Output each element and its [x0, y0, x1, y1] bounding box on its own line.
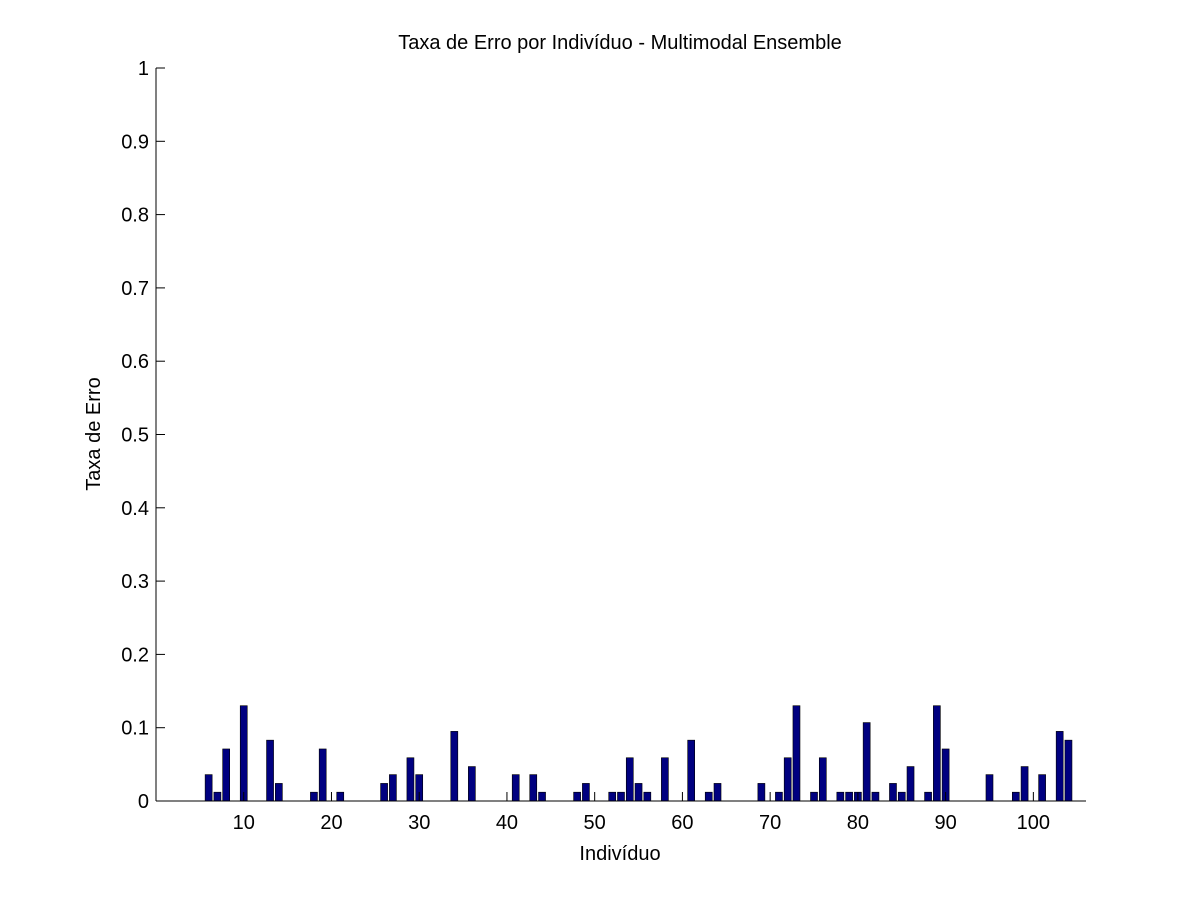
- bar-individuo-29: [406, 757, 415, 802]
- y-tick-label: 0.4: [121, 498, 149, 520]
- bar-individuo-61: [687, 739, 695, 802]
- bar-individuo-6: [204, 774, 213, 802]
- bar-individuo-34: [450, 731, 459, 802]
- bar-individuo-72: [783, 757, 792, 802]
- bar-individuo-84: [889, 783, 897, 802]
- x-tick-label: 60: [671, 812, 693, 834]
- y-tick-label: 0.8: [121, 205, 149, 227]
- bar-individuo-69: [757, 783, 766, 802]
- bar-individuo-58: [661, 757, 669, 802]
- bar-individuo-103: [1055, 731, 1064, 802]
- y-tick-label: 1: [138, 58, 149, 80]
- y-tick-label: 0: [138, 791, 149, 813]
- bar-individuo-64: [713, 783, 722, 802]
- bar-individuo-75: [810, 791, 818, 802]
- x-tick-label: 30: [408, 812, 430, 834]
- bar-individuo-85: [897, 791, 906, 802]
- bar-individuo-7: [213, 791, 222, 802]
- bar-individuo-95: [985, 774, 994, 802]
- x-tick-label: 100: [1017, 812, 1050, 834]
- x-tick-label: 90: [934, 812, 956, 834]
- bar-individuo-86: [906, 766, 915, 802]
- x-tick-label: 70: [759, 812, 781, 834]
- bar-individuo-82: [871, 791, 880, 802]
- bar-individuo-98: [1011, 791, 1020, 802]
- y-tick-label: 0.2: [121, 644, 149, 666]
- y-ticks-group: 0 0.1 0.2 0.3 0.4 0.5 0.6 0.7 0.8 0.9 1: [121, 58, 165, 813]
- bar-individuo-26: [380, 783, 388, 802]
- x-tick-label: 40: [496, 812, 518, 834]
- bar-individuo-44: [538, 791, 546, 802]
- y-tick-label: 0.7: [121, 278, 149, 300]
- bar-individuo-88: [924, 791, 932, 802]
- bar-individuo-41: [511, 774, 520, 802]
- bar-individuo-63: [704, 791, 713, 802]
- bar-individuo-14: [275, 783, 283, 802]
- bar-individuo-73: [792, 705, 801, 802]
- bar-individuo-104: [1064, 739, 1073, 802]
- y-tick-label: 0.1: [121, 718, 149, 740]
- bar-individuo-43: [529, 774, 538, 802]
- bar-individuo-55: [634, 783, 643, 802]
- x-tick-label: 50: [584, 812, 606, 834]
- bar-individuo-49: [582, 783, 590, 802]
- bar-individuo-89: [933, 705, 941, 802]
- bar-individuo-27: [389, 774, 397, 802]
- bar-individuo-56: [643, 791, 652, 802]
- bar-individuo-99: [1020, 766, 1029, 802]
- bars-group: [204, 705, 1073, 802]
- bar-individuo-48: [573, 791, 581, 802]
- bar-individuo-81: [862, 722, 871, 802]
- bar-individuo-10: [239, 705, 248, 802]
- x-tick-label: 10: [233, 812, 255, 834]
- y-tick-label: 0.5: [121, 425, 149, 447]
- bar-individuo-78: [836, 791, 845, 802]
- y-tick-label: 0.3: [121, 571, 149, 593]
- bar-individuo-13: [266, 739, 274, 802]
- x-axis-label: Indivíduo: [579, 843, 660, 865]
- bar-individuo-18: [310, 791, 318, 802]
- bar-individuo-8: [222, 748, 230, 802]
- bar-individuo-36: [468, 766, 476, 802]
- y-axis-label: Taxa de Erro: [83, 377, 105, 490]
- bar-individuo-79: [845, 791, 853, 802]
- chart-title: Taxa de Erro por Indivíduo - Multimodal …: [398, 32, 842, 54]
- bar-individuo-101: [1038, 774, 1046, 802]
- x-tick-label: 20: [320, 812, 342, 834]
- bar-individuo-71: [775, 791, 783, 802]
- x-ticks-group: 10 20 30 40 50 60 70 80 90 100: [233, 792, 1050, 834]
- bar-individuo-52: [608, 791, 617, 802]
- y-tick-label: 0.9: [121, 131, 149, 153]
- y-tick-label: 0.6: [121, 351, 149, 373]
- x-tick-label: 80: [847, 812, 869, 834]
- bar-individuo-53: [617, 791, 625, 802]
- bar-individuo-76: [818, 757, 827, 802]
- bar-individuo-19: [318, 748, 327, 802]
- bar-individuo-54: [625, 757, 634, 802]
- bar-individuo-21: [336, 791, 345, 802]
